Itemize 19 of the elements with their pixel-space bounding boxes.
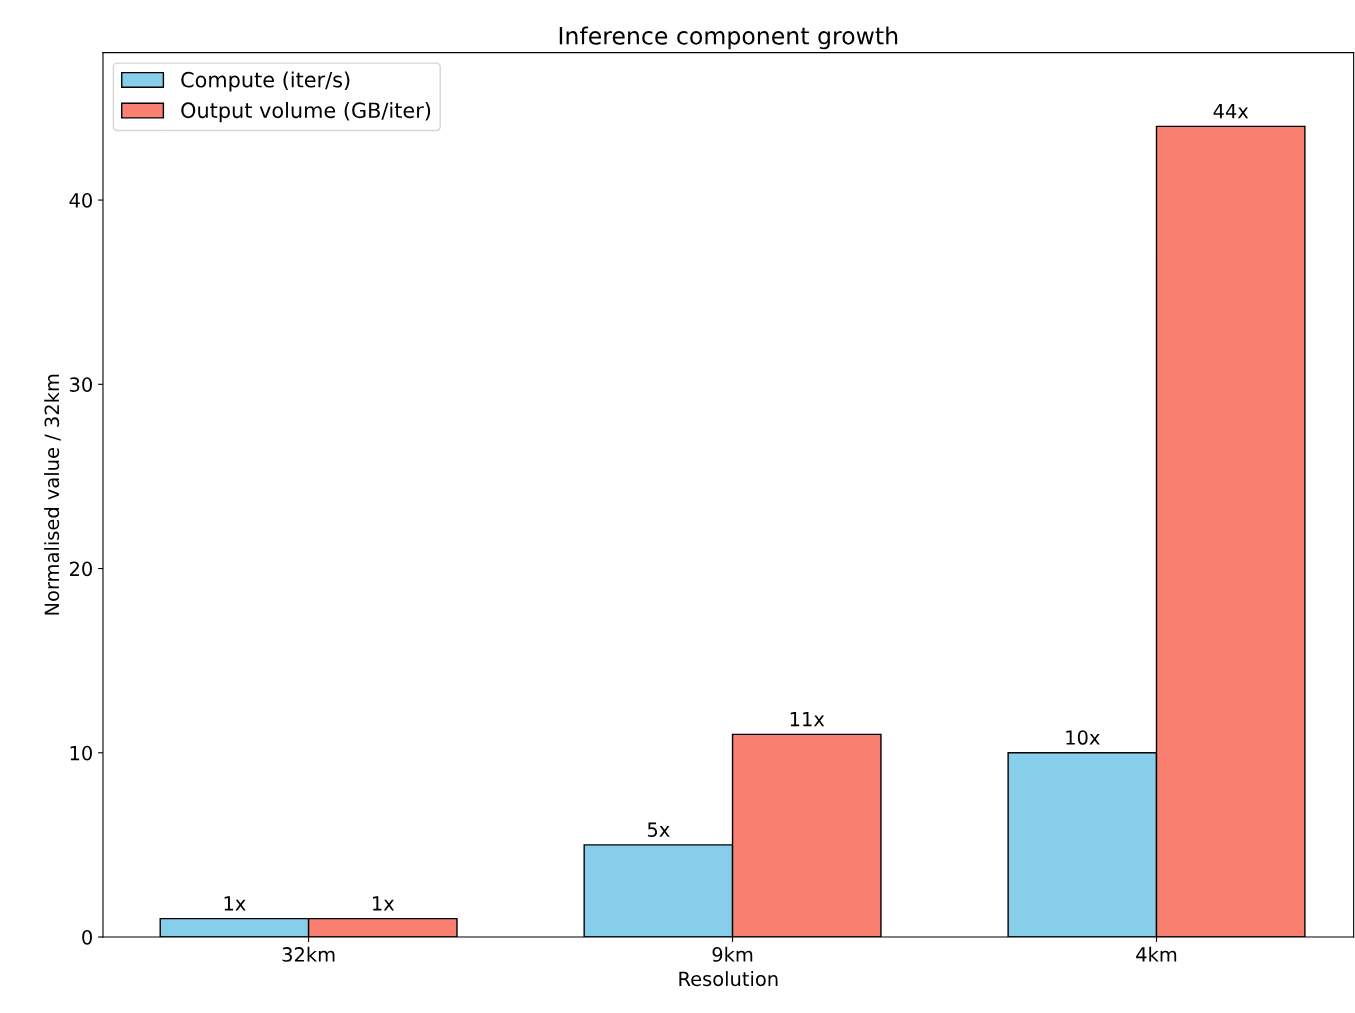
legend-label: Output volume (GB/iter) [181,102,431,123]
y-tick-label: 0 [82,929,92,945]
data-label: 1x [372,896,395,911]
x-axis-title: Resolution [679,971,778,987]
data-label: 44x [1213,103,1249,119]
data-label: 11x [790,711,825,727]
y-tick-label: 30 [70,377,92,392]
data-label: 10x [1066,730,1100,745]
chart-title: Inference component growth [559,26,898,50]
x-tick-label: 4km [1136,946,1177,962]
x-tick-label: 9km [712,946,753,962]
y-axis-title: Normalised value / 32km [44,374,61,615]
y-tick-label: 20 [69,561,92,577]
data-label: 1x [224,896,246,911]
legend-label: Compute (iter/s) [181,71,350,92]
x-tick-label: 32km [282,946,335,962]
y-tick-label: 10 [70,745,92,761]
data-label: 5x [647,822,670,837]
y-tick-label: 40 [69,193,92,208]
